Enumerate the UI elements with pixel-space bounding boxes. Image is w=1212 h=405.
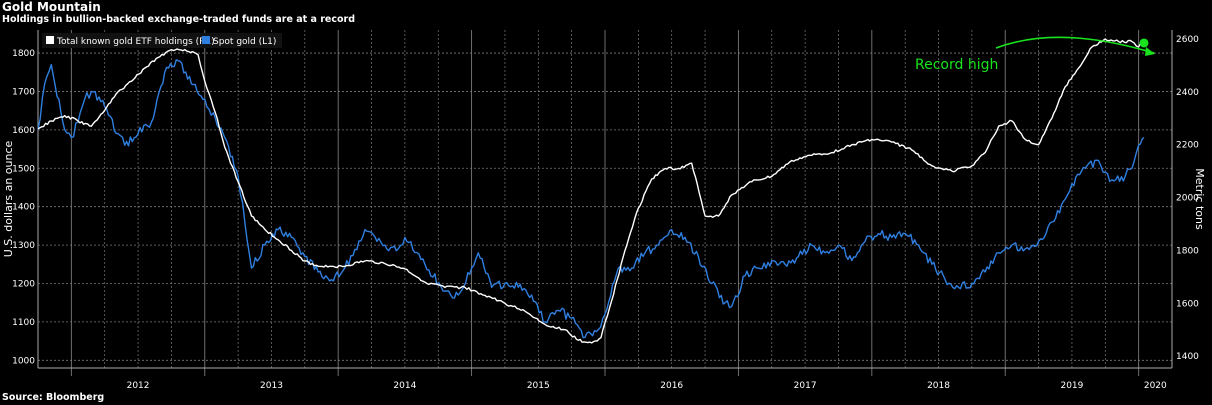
- legend: Total known gold ETF holdings (R1) Spot …: [42, 33, 282, 48]
- record-high-marker: [1139, 38, 1149, 48]
- legend-swatch-etf: [46, 36, 54, 44]
- series-line-etf-holdings: [37, 38, 1144, 344]
- x-axis-ticks: 2012 2013 2014 2015 2016 2017 2018 2019 2020: [127, 381, 1167, 391]
- x-tick-label: 2020: [1144, 381, 1167, 391]
- legend-box: [42, 33, 282, 48]
- right-tick-label: 2400: [1176, 88, 1199, 98]
- left-tick-label: 1500: [12, 164, 35, 174]
- x-tick-label: 2015: [527, 381, 550, 391]
- x-tick-label: 2012: [127, 381, 150, 391]
- left-axis-label: U.S. dollars an ounce: [2, 141, 15, 258]
- record-high-label: Record high: [915, 57, 998, 73]
- left-tick-label: 1300: [12, 241, 35, 251]
- record-high-arrowhead: [1145, 47, 1155, 56]
- right-tick-label: 2600: [1176, 35, 1199, 45]
- record-high-annotation: Record high: [915, 36, 1155, 73]
- x-tick-label: 2013: [260, 381, 283, 391]
- grid-lines: [37, 30, 1173, 376]
- x-tick-label: 2019: [1060, 381, 1083, 391]
- series-line-spot-gold: [37, 59, 1145, 339]
- x-tick-label: 2017: [794, 381, 817, 391]
- left-tick-label: 1400: [12, 203, 35, 213]
- legend-label-etf: Total known gold ETF holdings (R1): [56, 37, 215, 47]
- left-tick-label: 1800: [12, 49, 35, 59]
- left-axis-ticks: 1000 1100 1200 1300 1400 1500 1600 1700 1800: [12, 49, 35, 366]
- right-axis-label: Metric tons: [1193, 168, 1206, 230]
- x-tick-label: 2014: [393, 381, 416, 391]
- x-tick-label: 2018: [927, 381, 950, 391]
- left-tick-label: 1000: [12, 356, 35, 366]
- legend-label-gold: Spot gold (L1): [213, 37, 276, 47]
- right-tick-label: 1800: [1176, 246, 1199, 256]
- right-axis-ticks: 1400 1600 1800 2000 2200 2400 2600: [1176, 35, 1199, 362]
- chart-subtitle: Holdings in bullion-backed exchange-trad…: [2, 14, 355, 25]
- right-tick-label: 2000: [1176, 194, 1199, 204]
- left-tick-label: 1700: [12, 87, 35, 97]
- plot-frame: [37, 30, 1173, 369]
- chart-title: Gold Mountain: [2, 0, 101, 14]
- left-tick-label: 1100: [12, 318, 35, 328]
- legend-swatch-gold: [202, 36, 210, 44]
- source-note: Source: Bloomberg: [2, 392, 105, 403]
- left-tick-label: 1200: [12, 280, 35, 290]
- left-tick-label: 1600: [12, 126, 35, 136]
- series-layer: [37, 38, 1149, 344]
- record-high-arrow: [995, 36, 1155, 54]
- x-tick-label: 2016: [660, 381, 683, 391]
- right-tick-label: 2200: [1176, 141, 1199, 151]
- right-tick-label: 1400: [1176, 352, 1199, 362]
- right-tick-label: 1600: [1176, 299, 1199, 309]
